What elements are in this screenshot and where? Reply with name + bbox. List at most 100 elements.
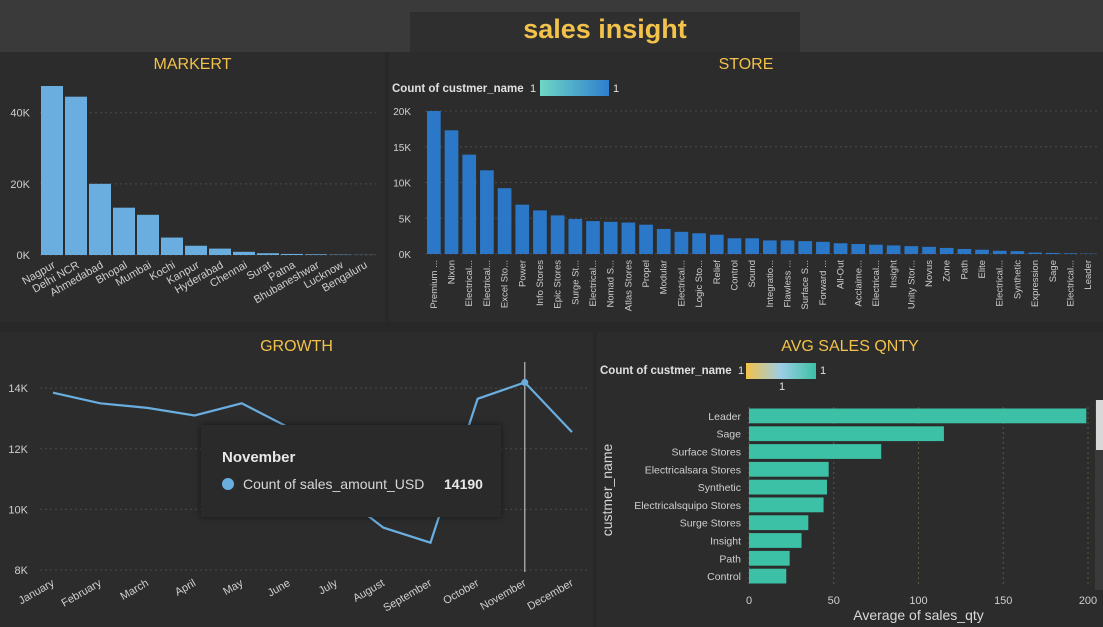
store-bar <box>763 240 777 254</box>
store-xtick-label: Nomad S... <box>606 260 617 308</box>
store-xtick-label: Elite <box>977 260 988 278</box>
store-bar <box>798 241 813 254</box>
store-bar <box>886 245 901 254</box>
avg-bar <box>749 568 787 584</box>
store-xtick-label: Acclaime... <box>853 260 864 306</box>
store-xtick-label: Power <box>517 260 528 287</box>
market-bar <box>65 96 87 255</box>
store-ytick-label: 15K <box>393 143 411 154</box>
store-xtick-label: Novus <box>924 260 935 287</box>
avg-scroll-track[interactable] <box>1095 400 1103 590</box>
store-xtick-label: Synthetic <box>1012 260 1023 299</box>
store-bar <box>656 228 671 254</box>
growth-xtick-label: January <box>17 577 57 607</box>
store-xtick-label: Sage <box>1048 260 1059 282</box>
store-xtick-label: Electrical... <box>464 260 475 306</box>
growth-xtick-label: October <box>441 577 481 607</box>
store-bar <box>621 222 636 254</box>
store-xtick-label: Insight <box>889 260 900 288</box>
store-bar <box>550 215 565 254</box>
store-panel <box>389 52 1103 322</box>
store-bar <box>586 221 600 254</box>
store-xtick-label: Leader <box>1083 260 1094 290</box>
avg-bar <box>749 461 829 477</box>
store-bar <box>444 130 459 254</box>
market-bar <box>113 207 135 255</box>
title-box <box>410 12 800 54</box>
store-xtick-label: Sound <box>747 260 758 287</box>
store-bar <box>1063 253 1078 254</box>
store-bar <box>745 238 759 254</box>
store-xtick-label: Electrical... <box>995 260 1006 306</box>
store-xtick-label: Zone <box>942 260 953 282</box>
store-xtick-label: Modular <box>659 260 670 294</box>
store-xtick-label: Integratio... <box>765 260 776 308</box>
store-xtick-label: Nixon <box>447 260 458 284</box>
avg-ytick-label: Insight <box>710 536 741 548</box>
growth-xtick-label: February <box>60 577 105 610</box>
market-bar <box>257 253 279 255</box>
avg-bar <box>749 550 790 566</box>
store-title: STORE <box>718 56 774 73</box>
store-bar <box>603 221 618 254</box>
store-legend-max: 1 <box>613 83 620 95</box>
avg-panel <box>597 332 1103 627</box>
avg-ytick-label: Path <box>719 553 741 565</box>
avg-bar <box>749 426 944 442</box>
store-bar <box>533 210 547 254</box>
avg-bar <box>749 444 882 459</box>
growth-title: GROWTH <box>260 338 333 355</box>
store-xtick-label: Premium ... <box>429 260 440 309</box>
store-xtick-label: Unity Stor... <box>906 260 917 309</box>
store-xtick-label: Electrical... <box>1065 260 1076 306</box>
store-xtick-label: Epic Stores <box>553 260 564 309</box>
store-bar <box>922 246 936 254</box>
store-bar <box>851 243 866 254</box>
store-legend-min: 1 <box>530 83 537 95</box>
tooltip-value: 14190 <box>444 476 483 492</box>
store-bar <box>975 249 989 254</box>
store-ytick-label: 0K <box>399 250 412 261</box>
avg-ytick-label: Sage <box>716 429 741 441</box>
store-xtick-label: Electrical... <box>482 260 493 306</box>
avg-ytick-label: Surge Stores <box>680 518 741 530</box>
store-ytick-label: 10K <box>393 179 411 190</box>
store-xtick-label: Expression <box>1030 260 1041 307</box>
avg-scroll-thumb[interactable] <box>1096 400 1103 450</box>
store-xtick-label: Flawless ... <box>783 260 794 308</box>
avg-bar <box>749 408 1087 424</box>
store-xtick-label: Forward ... <box>818 260 829 305</box>
avg-legend-mid: 1 <box>779 381 786 393</box>
store-xtick-label: Info Stores <box>535 260 546 306</box>
avg-ytick-label: Synthetic <box>698 482 741 494</box>
growth-ytick-label: 12K <box>8 444 28 456</box>
avg-xtick-label: 200 <box>1079 595 1097 607</box>
store-bar <box>1045 252 1060 254</box>
growth-xtick-label: December <box>526 577 576 613</box>
store-xtick-label: Electrical... <box>588 260 599 306</box>
growth-xtick-label: August <box>351 577 387 605</box>
growth-ytick-label: 8K <box>15 565 29 577</box>
avg-ytick-label: Control <box>707 571 741 583</box>
tooltip-label: Count of sales_amount_USD <box>243 476 425 492</box>
avg-xtick-label: 0 <box>746 595 752 607</box>
market-panel <box>0 52 385 322</box>
avg-legend-max: 1 <box>820 365 827 377</box>
market-ytick-label: 20K <box>10 179 30 191</box>
growth-xtick-label: May <box>221 577 245 598</box>
avg-ytick-label: Leader <box>708 411 741 423</box>
market-ytick-label: 0K <box>17 250 31 262</box>
growth-xtick-label: March <box>118 577 150 603</box>
store-bar <box>427 111 441 254</box>
store-bar <box>727 238 742 254</box>
store-bar <box>780 240 795 254</box>
store-xtick-label: Electrical... <box>871 260 882 306</box>
market-bar <box>41 86 63 255</box>
dashboard-title: sales insight <box>523 14 687 44</box>
growth-xtick-label: June <box>266 577 293 599</box>
growth-ytick-label: 10K <box>8 504 28 516</box>
growth-xtick-label: September <box>381 577 434 614</box>
store-xtick-label: Electrical... <box>676 260 687 306</box>
store-xtick-label: Propel <box>641 260 652 287</box>
